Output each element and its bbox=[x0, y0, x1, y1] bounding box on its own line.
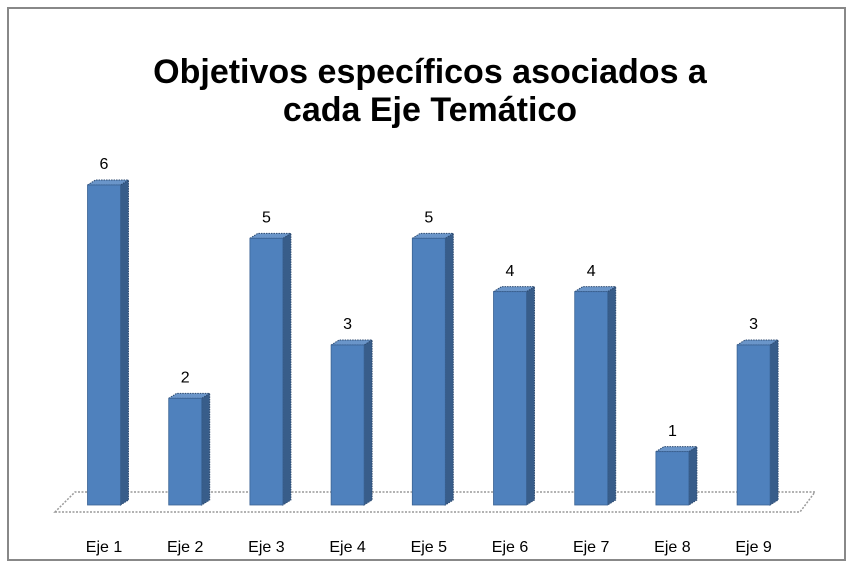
data-label: 3 bbox=[749, 316, 758, 333]
bar-side bbox=[282, 232, 292, 506]
bar bbox=[330, 344, 365, 506]
bar-side bbox=[444, 232, 454, 506]
floor bbox=[53, 491, 817, 513]
x-tick-label: Eje 9 bbox=[735, 539, 772, 556]
data-label: 1 bbox=[668, 423, 677, 440]
bar-side bbox=[363, 339, 373, 506]
bar-side bbox=[120, 179, 129, 506]
bar bbox=[87, 184, 121, 506]
data-label: 2 bbox=[181, 370, 190, 387]
bar bbox=[249, 237, 284, 506]
data-label: 6 bbox=[100, 156, 109, 173]
bar-side bbox=[201, 392, 211, 506]
data-label: 5 bbox=[424, 210, 433, 227]
bar bbox=[168, 397, 203, 506]
bar-side bbox=[607, 285, 617, 506]
chart-title: cada Eje Temático bbox=[283, 91, 577, 129]
x-tick-label: Eje 3 bbox=[248, 539, 285, 556]
bar bbox=[655, 451, 690, 506]
bar bbox=[411, 237, 446, 506]
bar-side bbox=[769, 339, 779, 506]
bar-side bbox=[688, 445, 698, 506]
x-tick-label: Eje 7 bbox=[573, 539, 610, 556]
data-label: 3 bbox=[343, 316, 352, 333]
bar bbox=[736, 344, 771, 506]
x-tick-label: Eje 8 bbox=[654, 539, 691, 556]
data-label: 4 bbox=[506, 263, 515, 280]
bar bbox=[574, 291, 609, 506]
bar-side bbox=[526, 285, 535, 506]
x-tick-label: Eje 4 bbox=[329, 539, 366, 556]
data-label: 4 bbox=[587, 263, 596, 280]
x-tick-label: Eje 2 bbox=[167, 539, 204, 556]
x-tick-label: Eje 1 bbox=[86, 539, 123, 556]
x-tick-label: Eje 6 bbox=[492, 539, 529, 556]
x-tick-label: Eje 5 bbox=[411, 539, 448, 556]
chart-title: Objetivos específicos asociados a bbox=[153, 53, 708, 91]
data-label: 5 bbox=[262, 210, 271, 227]
bar bbox=[493, 291, 527, 506]
